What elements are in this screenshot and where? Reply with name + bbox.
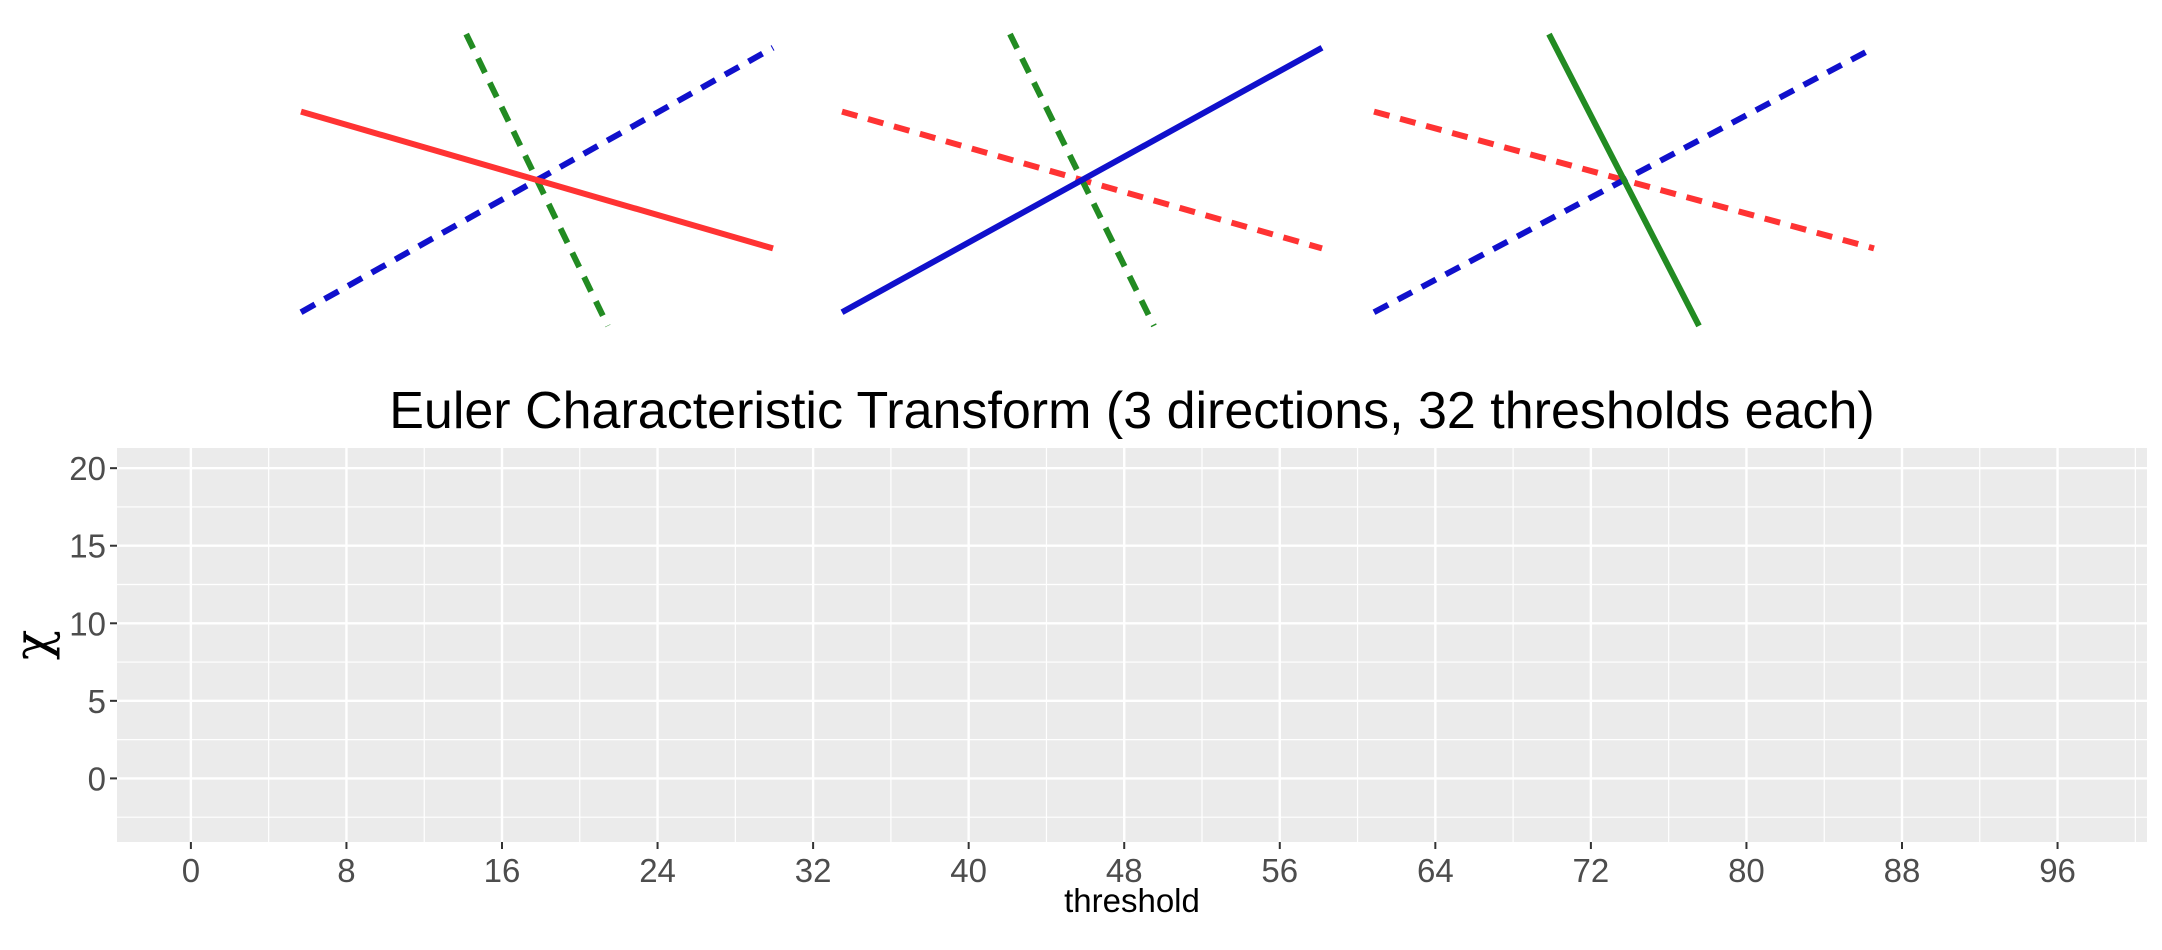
direction-panel-2 [840,32,1324,328]
x-axis-title: threshold [1064,882,1200,919]
x-tick-label: 8 [337,852,355,889]
x-tick-label: 40 [950,852,987,889]
x-tick-label: 88 [1884,852,1921,889]
direction-line-solid [1546,32,1702,328]
chart-title: Euler Characteristic Transform (3 direct… [389,382,1875,440]
x-tick-label: 16 [484,852,521,889]
direction-panel-1 [299,32,775,328]
y-tick-label: 15 [69,528,106,565]
direction-panel-3 [1372,32,1876,328]
y-tick-label: 20 [69,450,106,487]
x-tick-label: 64 [1417,852,1454,889]
gridlines [117,448,2147,842]
direction-panels [299,32,1876,328]
direction-line-solid [840,45,1324,315]
direction-line-dashed [1373,108,1875,252]
x-tick-label: 0 [182,852,200,889]
y-axis-title: χ [3,630,61,660]
x-tick-label: 96 [2039,852,2076,889]
x-tick-label: 48 [1106,852,1143,889]
y-tick-label: 5 [88,683,106,720]
x-tick-label: 32 [795,852,832,889]
y-tick-label: 0 [88,760,106,797]
plot-panel [117,448,2147,842]
x-tick-label: 24 [639,852,676,889]
x-tick-label: 72 [1573,852,1610,889]
axes: 0 8 16 24 32 40 48 56 64 72 80 88 96 0 5 10 15 20 [69,450,2076,889]
x-tick-label: 80 [1728,852,1765,889]
x-tick-label: 56 [1261,852,1298,889]
y-tick-label: 10 [69,605,106,642]
direction-line-solid [300,108,774,252]
